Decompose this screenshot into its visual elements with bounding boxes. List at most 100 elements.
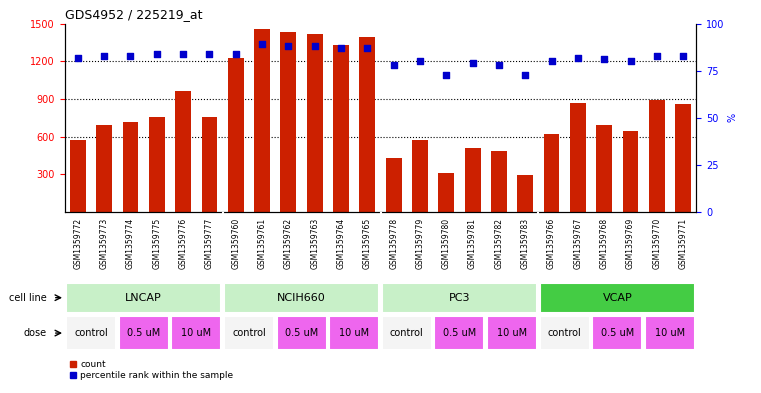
Bar xyxy=(592,316,642,350)
Bar xyxy=(175,92,191,212)
Text: GSM1359760: GSM1359760 xyxy=(231,218,240,269)
Text: GSM1359765: GSM1359765 xyxy=(363,218,372,269)
Text: control: control xyxy=(232,328,266,338)
Bar xyxy=(224,316,274,350)
Bar xyxy=(570,103,586,212)
Bar xyxy=(333,45,349,212)
Text: 0.5 uM: 0.5 uM xyxy=(443,328,476,338)
Text: GSM1359761: GSM1359761 xyxy=(257,218,266,269)
Text: GSM1359778: GSM1359778 xyxy=(389,218,398,269)
Bar xyxy=(597,125,612,212)
Point xyxy=(151,51,163,57)
Point xyxy=(203,51,215,57)
Bar xyxy=(412,140,428,212)
Text: GSM1359769: GSM1359769 xyxy=(626,218,635,269)
Bar xyxy=(70,140,86,212)
Text: GSM1359772: GSM1359772 xyxy=(73,218,82,269)
Bar xyxy=(228,57,244,212)
Y-axis label: %: % xyxy=(728,113,737,123)
Point xyxy=(598,56,610,62)
Text: 0.5 uM: 0.5 uM xyxy=(600,328,634,338)
Point xyxy=(625,58,637,64)
Bar xyxy=(330,316,379,350)
Bar xyxy=(487,316,537,350)
Bar xyxy=(386,158,402,212)
Text: control: control xyxy=(390,328,424,338)
Bar xyxy=(119,316,169,350)
Text: GSM1359763: GSM1359763 xyxy=(310,218,319,269)
Text: GSM1359767: GSM1359767 xyxy=(573,218,582,269)
Point xyxy=(546,58,558,64)
Bar xyxy=(66,283,221,313)
Point xyxy=(572,54,584,61)
Point xyxy=(177,51,189,57)
Point xyxy=(361,45,374,51)
Text: GSM1359783: GSM1359783 xyxy=(521,218,530,269)
Point xyxy=(414,58,426,64)
Bar xyxy=(96,125,112,212)
Text: LNCAP: LNCAP xyxy=(126,293,162,303)
Bar xyxy=(465,148,480,212)
Bar xyxy=(66,316,116,350)
Bar xyxy=(281,32,296,212)
Text: dose: dose xyxy=(23,328,46,338)
Text: GSM1359780: GSM1359780 xyxy=(442,218,451,269)
Point xyxy=(282,43,295,50)
Bar xyxy=(438,173,454,212)
Bar xyxy=(540,283,695,313)
Text: PC3: PC3 xyxy=(449,293,470,303)
Text: 0.5 uM: 0.5 uM xyxy=(127,328,161,338)
Point xyxy=(98,53,110,59)
Bar xyxy=(649,100,665,212)
Point xyxy=(124,53,136,59)
Point xyxy=(387,62,400,68)
Bar xyxy=(202,117,218,212)
Text: GSM1359768: GSM1359768 xyxy=(600,218,609,269)
Bar xyxy=(123,122,139,212)
Point xyxy=(72,54,84,61)
Bar xyxy=(382,316,431,350)
Bar xyxy=(382,283,537,313)
Text: GSM1359771: GSM1359771 xyxy=(679,218,688,269)
Bar xyxy=(171,316,221,350)
Text: control: control xyxy=(548,328,581,338)
Bar xyxy=(491,151,507,212)
Text: GSM1359764: GSM1359764 xyxy=(336,218,345,269)
Text: 10 uM: 10 uM xyxy=(181,328,212,338)
Point xyxy=(466,60,479,66)
Text: control: control xyxy=(74,328,108,338)
Text: GSM1359777: GSM1359777 xyxy=(205,218,214,269)
Point xyxy=(651,53,663,59)
Bar xyxy=(622,131,638,212)
Text: GSM1359762: GSM1359762 xyxy=(284,218,293,269)
Bar xyxy=(359,37,375,212)
Point xyxy=(440,72,452,78)
Text: GSM1359773: GSM1359773 xyxy=(100,218,109,269)
Text: GSM1359774: GSM1359774 xyxy=(126,218,135,269)
Text: GDS4952 / 225219_at: GDS4952 / 225219_at xyxy=(65,8,202,21)
Bar xyxy=(645,316,695,350)
Point xyxy=(256,41,268,48)
Text: GSM1359776: GSM1359776 xyxy=(179,218,188,269)
Bar xyxy=(543,134,559,212)
Text: GSM1359782: GSM1359782 xyxy=(495,218,504,269)
Bar xyxy=(307,34,323,212)
Bar xyxy=(675,104,691,212)
Text: GSM1359781: GSM1359781 xyxy=(468,218,477,269)
Text: 10 uM: 10 uM xyxy=(497,328,527,338)
Point xyxy=(519,72,531,78)
Point xyxy=(309,43,321,50)
Text: GSM1359766: GSM1359766 xyxy=(547,218,556,269)
Text: VCAP: VCAP xyxy=(603,293,632,303)
Point xyxy=(677,53,689,59)
Text: cell line: cell line xyxy=(8,293,46,303)
Text: 0.5 uM: 0.5 uM xyxy=(285,328,318,338)
Legend: count, percentile rank within the sample: count, percentile rank within the sample xyxy=(69,360,233,380)
Text: 10 uM: 10 uM xyxy=(655,328,685,338)
Bar xyxy=(224,283,379,313)
Bar xyxy=(540,316,590,350)
Text: 10 uM: 10 uM xyxy=(339,328,369,338)
Text: GSM1359775: GSM1359775 xyxy=(152,218,161,269)
Bar xyxy=(435,316,485,350)
Text: NCIH660: NCIH660 xyxy=(277,293,326,303)
